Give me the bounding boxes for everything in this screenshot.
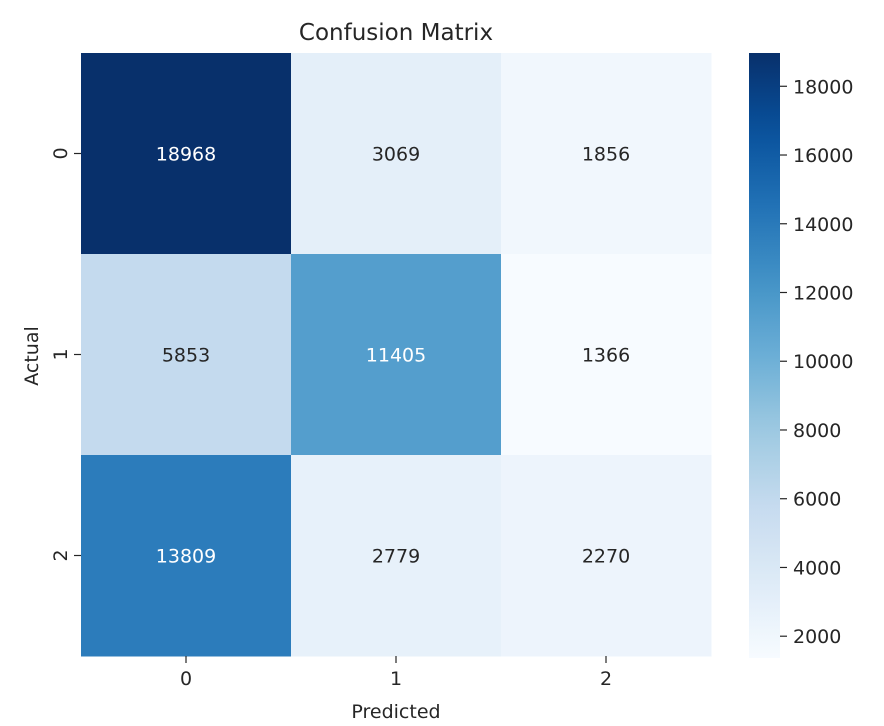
chart-title: Confusion Matrix [299, 20, 493, 46]
heatmap-cell [501, 455, 712, 657]
heatmap-cell [81, 254, 292, 456]
cell-value-label: 1366 [582, 345, 630, 367]
colorbar-tick-label: 14000 [793, 214, 853, 236]
y-tick-label: 0 [50, 147, 72, 159]
heatmap-cell [81, 53, 292, 255]
x-tick-label: 1 [390, 668, 402, 690]
colorbar-tick-label: 2000 [793, 626, 841, 648]
x-axis: 0 1 2 [180, 656, 612, 690]
x-tick-label: 0 [180, 668, 192, 690]
colorbar-tick-label: 12000 [793, 282, 853, 304]
colorbar-tick-label: 10000 [793, 351, 853, 373]
cell-value-label: 5853 [162, 345, 210, 367]
x-axis-title: Predicted [351, 701, 440, 723]
cell-value-label: 11405 [366, 345, 426, 367]
heatmap-cell [291, 53, 502, 255]
colorbar-gradient [749, 53, 780, 658]
y-tick-label: 1 [50, 348, 72, 360]
colorbar-tick-label: 16000 [793, 145, 853, 167]
cell-value-label: 2270 [582, 546, 630, 568]
heatmap-cell [291, 254, 502, 456]
heatmap-cell [291, 455, 502, 657]
colorbar-tick-label: 6000 [793, 489, 841, 511]
colorbar-tick-label: 8000 [793, 420, 841, 442]
heatmap-cell [501, 53, 712, 255]
cell-value-label: 13809 [156, 546, 216, 568]
cell-value-label: 2779 [372, 546, 420, 568]
y-axis-title: Actual [21, 326, 43, 386]
colorbar: 2000 4000 6000 8000 10000 12000 14000 16000 1800… [749, 53, 853, 658]
colorbar-ticks: 2000 4000 6000 8000 10000 12000 14000 16000 1800… [780, 76, 853, 648]
cell-value-label: 3069 [372, 144, 420, 166]
y-tick-label: 2 [50, 549, 72, 561]
heatmap-cell [501, 254, 712, 456]
y-axis: 0 1 2 [50, 147, 81, 562]
heatmap-cell [81, 455, 292, 657]
colorbar-tick-label: 18000 [793, 76, 853, 98]
colorbar-tick-label: 4000 [793, 557, 841, 579]
x-tick-label: 2 [600, 668, 612, 690]
cell-value-label: 18968 [156, 144, 216, 166]
heatmap-cells: 18968 3069 1856 5853 11405 1366 13809 2779 2270 [81, 53, 712, 657]
cell-value-label: 1856 [582, 144, 630, 166]
